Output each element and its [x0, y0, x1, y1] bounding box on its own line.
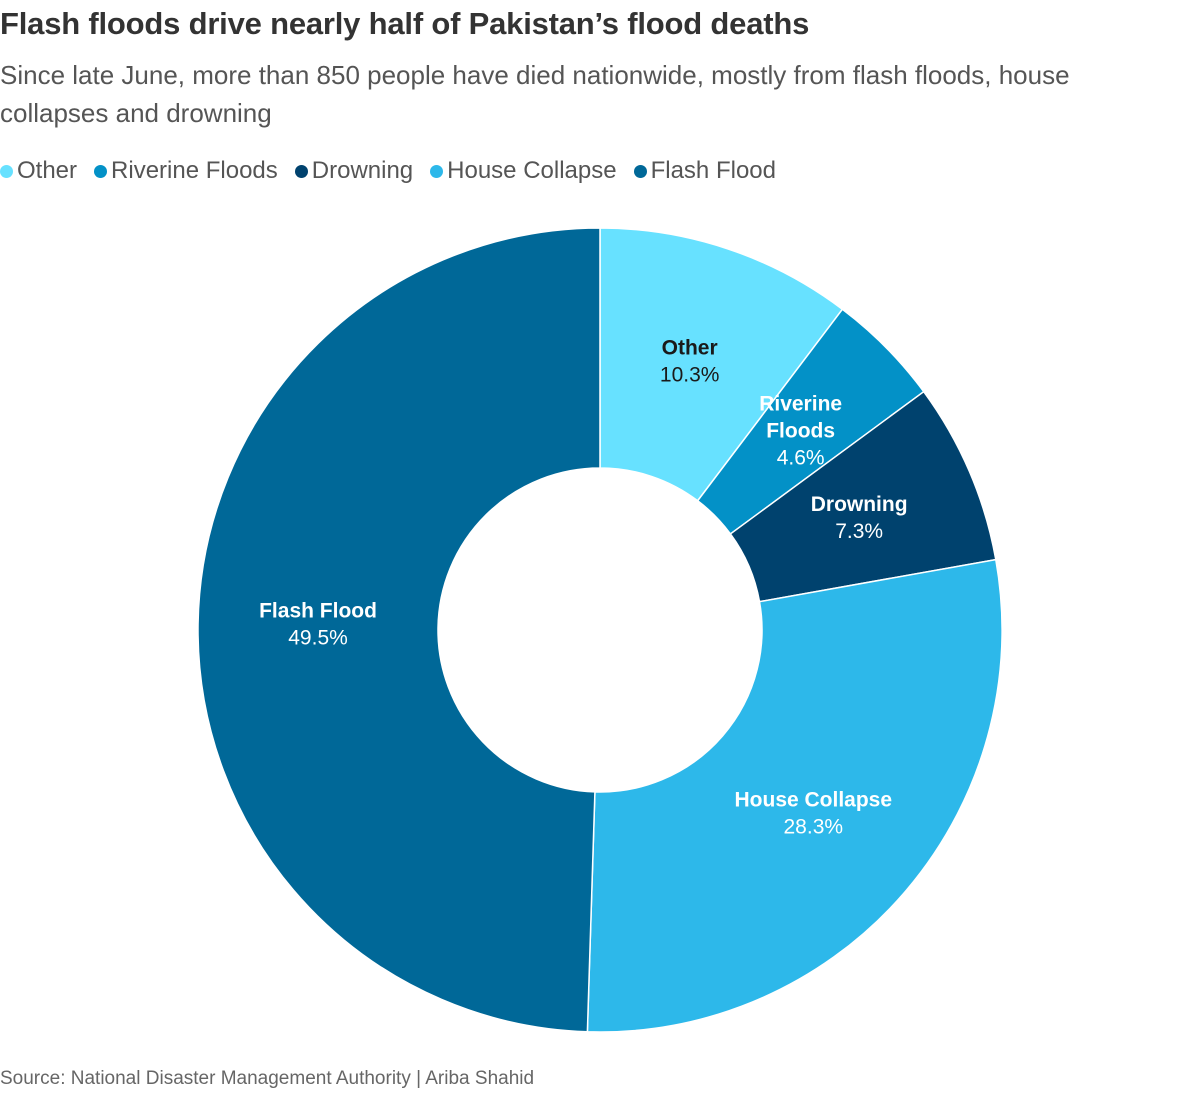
legend-label-other: Other	[17, 157, 78, 184]
legend-item-riverine-floods: Riverine Floods	[94, 157, 278, 185]
legend-label-riverine-floods: Riverine Floods	[111, 157, 278, 184]
slice-name-house-collapse-0: House Collapse	[735, 789, 893, 812]
legend-swatch-house-collapse	[430, 164, 444, 178]
slice-value-drowning: 7.3%	[835, 520, 883, 543]
slice-name-riverine-floods-1: Floods	[766, 419, 835, 442]
legend-label-house-collapse: House Collapse	[447, 157, 617, 184]
legend-item-other: Other	[0, 157, 77, 185]
legend-swatch-other	[0, 164, 13, 178]
slice-house-collapse	[586, 558, 1003, 1033]
chart-legend: Other Riverine Floods Drowning House Collap…	[0, 157, 793, 185]
legend-swatch-drowning	[294, 164, 308, 178]
legend-item-drowning: Drowning	[294, 157, 414, 185]
slice-name-flash-flood-0: Flash Flood	[259, 600, 377, 623]
slice-value-other: 10.3%	[660, 364, 720, 387]
slice-name-drowning-0: Drowning	[811, 493, 908, 516]
slice-label-house-collapse: House Collapse 28.3%	[735, 789, 893, 839]
slice-value-flash-flood: 49.5%	[288, 627, 348, 650]
slice-other	[599, 227, 844, 502]
slice-label-drowning: Drowning 7.3%	[811, 493, 908, 543]
slice-flash-flood	[197, 227, 601, 1033]
chart-title: Flash floods drive nearly half of Pakist…	[0, 6, 810, 41]
legend-swatch-flash-flood	[633, 164, 647, 178]
legend-item-house-collapse: House Collapse	[430, 157, 617, 185]
slice-value-riverine-floods: 4.6%	[777, 446, 825, 469]
legend-label-drowning: Drowning	[311, 157, 414, 184]
slice-value-house-collapse: 28.3%	[784, 816, 844, 839]
slice-label-flash-flood: Flash Flood 49.5%	[259, 600, 377, 650]
chart-source: Source: National Disaster Management Aut…	[0, 1068, 535, 1089]
legend-item-flash-flood: Flash Flood	[633, 157, 776, 185]
slice-name-riverine-floods-0: Riverine	[759, 392, 842, 415]
slice-name-other-0: Other	[662, 337, 718, 360]
chart-subtitle: Since late June, more than 850 people ha…	[0, 60, 1070, 128]
legend-label-flash-flood: Flash Flood	[650, 157, 776, 184]
slice-label-riverine-floods: Riverine Floods 4.6%	[759, 392, 842, 469]
legend-swatch-riverine-floods	[94, 164, 108, 178]
slice-label-other: Other 10.3%	[660, 337, 720, 387]
